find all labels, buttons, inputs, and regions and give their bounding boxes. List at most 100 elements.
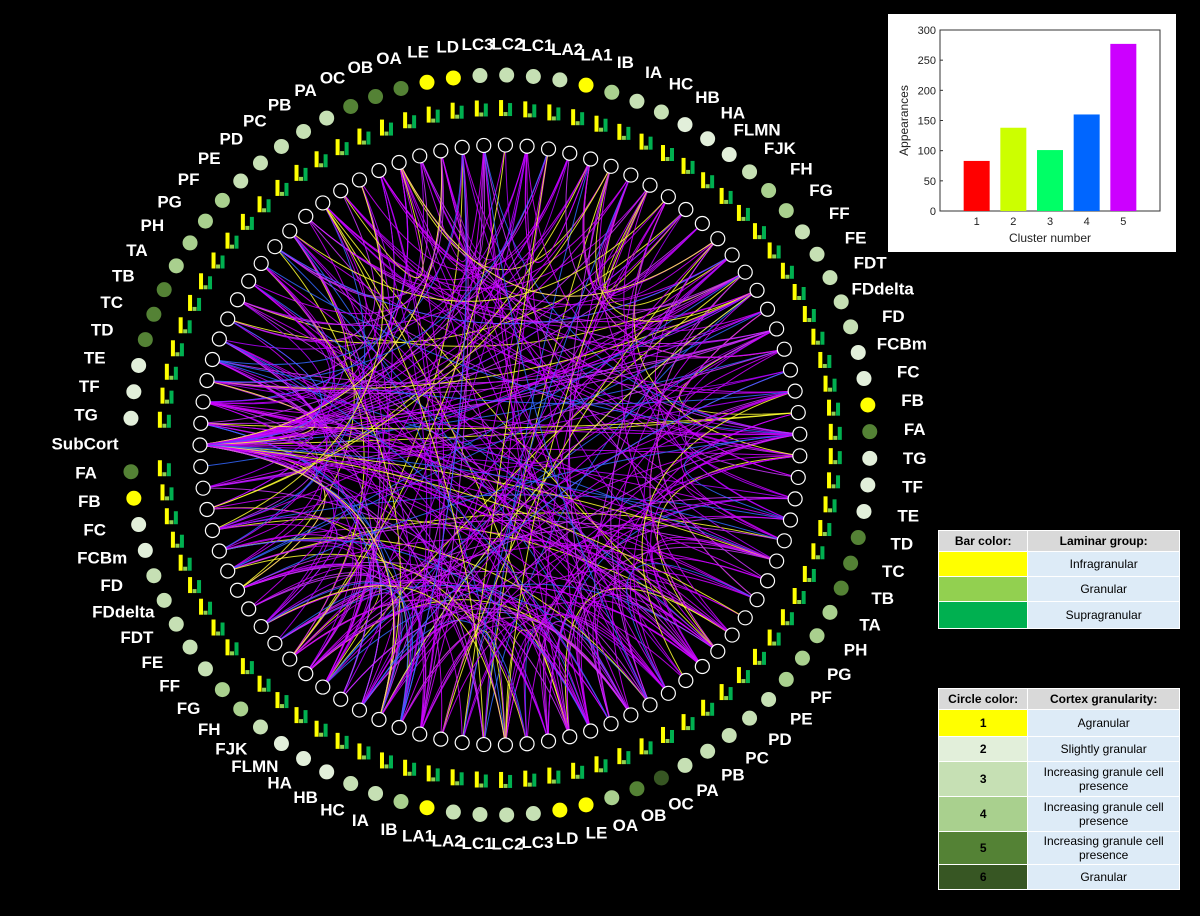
connection — [621, 196, 733, 636]
granularity-circle — [742, 710, 758, 726]
laminar-glyph — [832, 378, 837, 392]
connection — [483, 145, 651, 706]
inner-node — [267, 635, 283, 651]
laminar-glyph — [164, 508, 169, 525]
node-label: TA — [126, 241, 147, 260]
laminar-glyph — [450, 102, 455, 119]
connection — [199, 153, 571, 446]
node-label: TG — [903, 449, 927, 468]
connection — [419, 147, 469, 263]
connection — [212, 359, 506, 746]
laminar-glyph — [547, 104, 552, 121]
connection — [603, 184, 687, 291]
laminar-glyph — [407, 124, 412, 129]
node-label: IB — [617, 53, 634, 72]
swatch: 4 — [937, 796, 1029, 832]
laminar-glyph — [169, 520, 174, 525]
granularity-circle — [761, 183, 777, 199]
connection — [684, 433, 800, 521]
laminar-glyph — [690, 160, 695, 174]
laminar-glyph — [681, 157, 686, 174]
header-row: Bar color: Laminar group: — [937, 530, 1180, 552]
laminar-glyph — [503, 112, 508, 117]
laminar-glyph — [257, 675, 262, 692]
laminar-glyph — [266, 678, 271, 692]
granularity-circle — [809, 628, 825, 644]
inner-node — [497, 137, 514, 153]
node-label: FE — [845, 228, 867, 247]
granularity-circle — [126, 490, 142, 506]
laminar-glyph — [187, 557, 192, 571]
node-label: LE — [586, 824, 608, 843]
laminar-glyph — [527, 113, 532, 118]
laminar-glyph — [797, 295, 802, 300]
laminar-glyph — [319, 732, 324, 737]
laminar-glyph — [827, 354, 832, 368]
inner-node — [351, 172, 368, 188]
laminar-glyph — [617, 748, 622, 765]
connection — [212, 516, 338, 627]
granularity-circle — [296, 123, 312, 139]
inner-node — [497, 737, 514, 753]
inner-node — [724, 247, 740, 263]
connection — [289, 592, 396, 711]
inner-node — [790, 404, 806, 421]
laminar-glyph — [836, 402, 841, 416]
header-cell: Laminar group: — [1027, 530, 1180, 552]
granularity-circle — [856, 503, 872, 519]
laminar-glyph — [169, 375, 174, 380]
node-label: LC1 — [461, 834, 493, 853]
granularity-circle — [131, 357, 147, 373]
laminar-glyph — [823, 496, 828, 513]
inner-node — [241, 601, 257, 617]
header-row: Circle color: Cortex granularity: — [937, 688, 1180, 710]
granularity-circle — [197, 661, 213, 677]
node-label: FH — [198, 720, 221, 739]
laminar-glyph — [741, 679, 746, 684]
node-label: IA — [352, 811, 369, 830]
laminar-glyph — [503, 783, 508, 788]
laminar-glyph — [523, 770, 528, 787]
laminar-glyph — [807, 577, 812, 582]
granularity-circle — [137, 542, 153, 558]
legend-row: Granular — [937, 576, 1180, 602]
node-label: FCBm — [877, 334, 927, 353]
connection — [289, 144, 506, 660]
laminar-glyph — [686, 169, 691, 174]
inner-node — [790, 469, 806, 486]
laminar-glyph — [811, 568, 816, 582]
laminar-glyph — [745, 207, 750, 221]
inner-node — [315, 195, 331, 211]
connection — [212, 254, 733, 531]
laminar-glyph — [323, 723, 328, 737]
connection — [206, 166, 612, 510]
granularity-circle — [843, 555, 859, 571]
inner-node — [724, 627, 740, 643]
node-label: FJK — [764, 139, 797, 158]
connection — [398, 617, 632, 728]
laminar-glyph — [665, 157, 670, 162]
laminar-glyph — [435, 768, 440, 782]
laminar-glyph — [188, 577, 193, 594]
granularity-circle — [156, 592, 172, 608]
laminar-glyph — [741, 216, 746, 221]
granularity-circle — [653, 104, 669, 120]
node-label: OA — [613, 816, 639, 835]
connection — [200, 148, 550, 424]
laminar-glyph — [178, 554, 183, 571]
laminar-glyph — [179, 534, 184, 548]
inner-node — [519, 736, 535, 752]
laminar-glyph — [455, 781, 460, 786]
laminar-glyph — [303, 167, 308, 181]
node-label: HB — [293, 788, 318, 807]
connection — [237, 158, 592, 326]
connection — [419, 155, 800, 435]
laminar-glyph — [599, 768, 604, 773]
granularity-circle — [197, 213, 213, 229]
laminar-glyph — [245, 225, 250, 230]
connection — [199, 444, 669, 694]
header-cell: Circle color: — [937, 688, 1029, 710]
inner-node — [787, 491, 803, 507]
granularity-circle — [445, 70, 461, 86]
inner-node — [391, 719, 407, 736]
